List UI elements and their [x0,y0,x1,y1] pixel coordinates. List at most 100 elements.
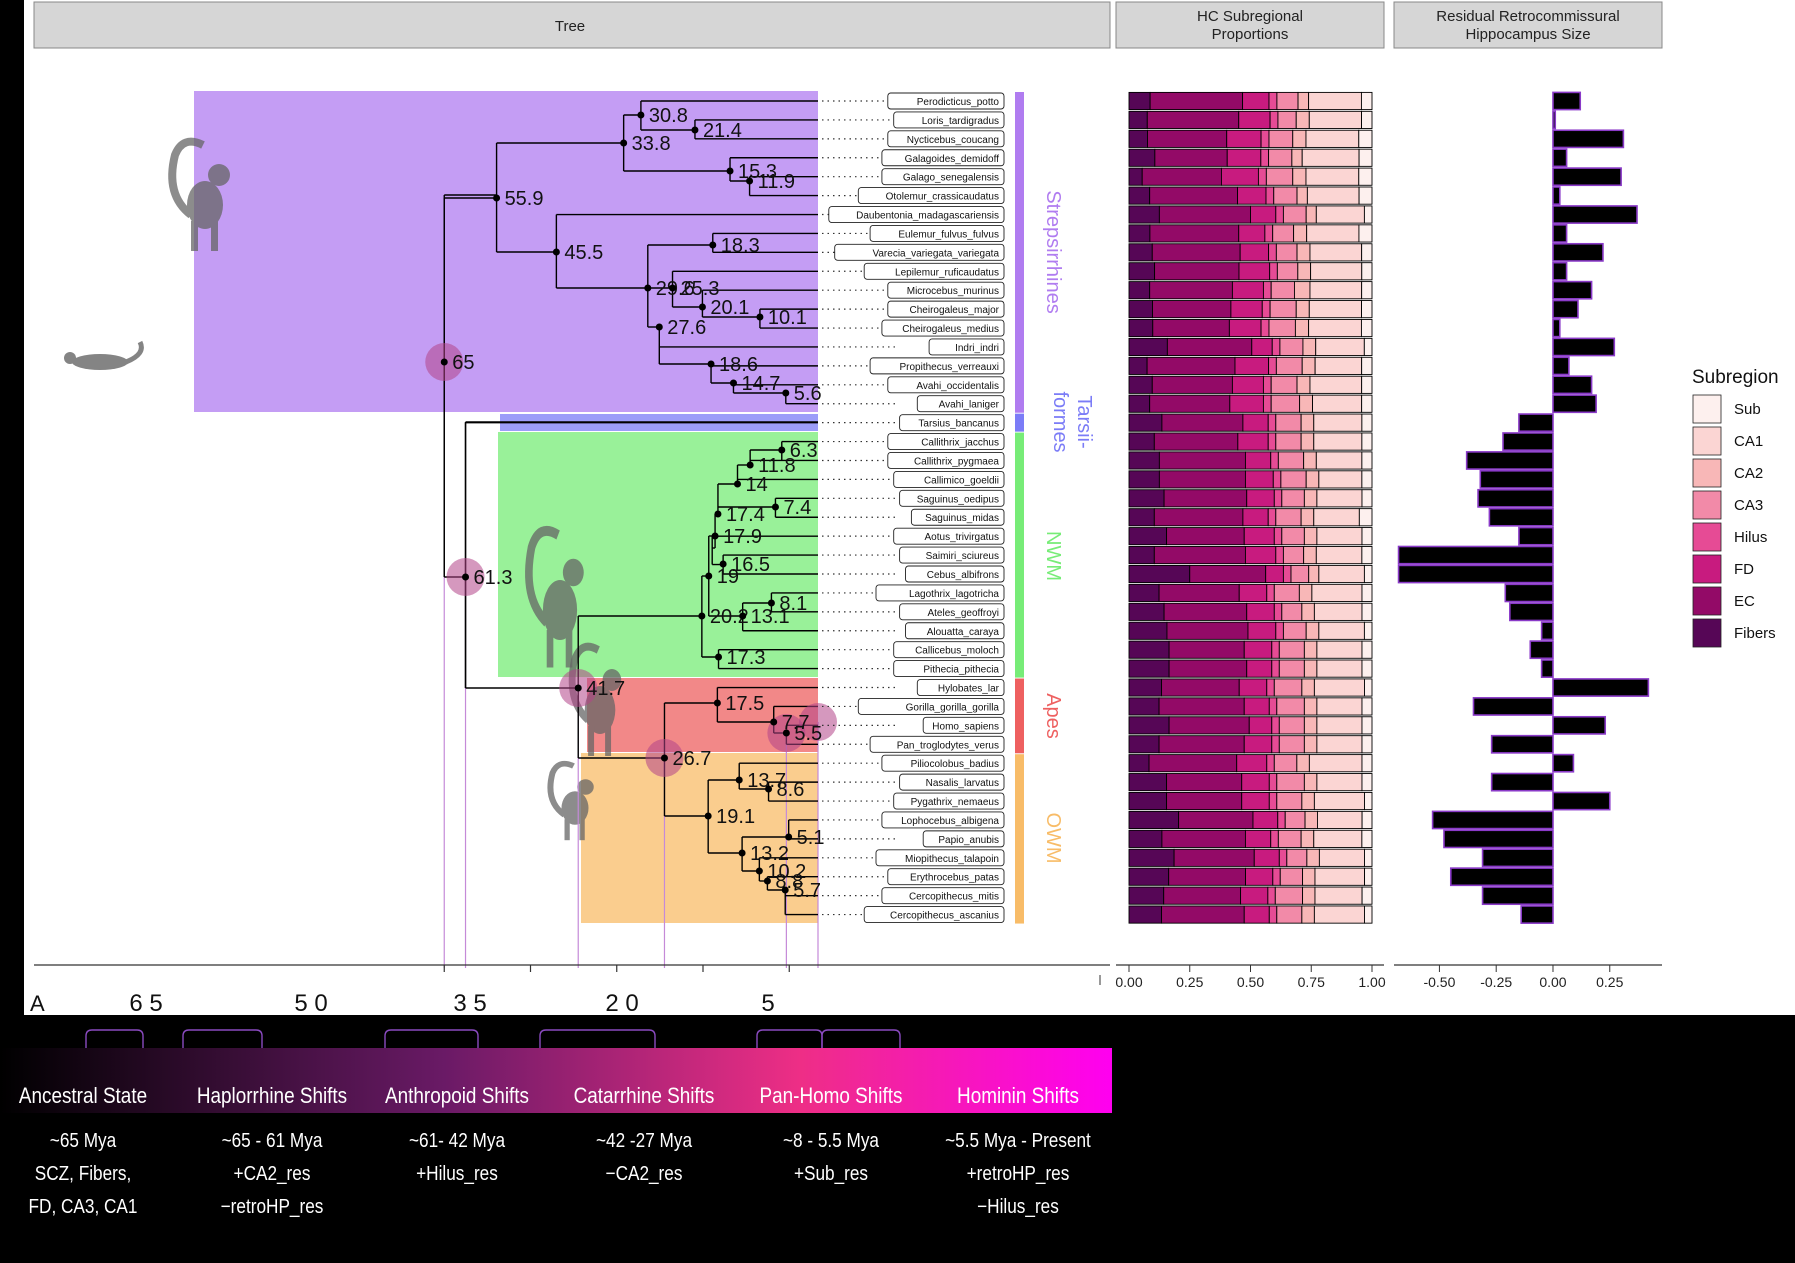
stacked-bar-segment [1128,829,1163,848]
tree-node [756,313,764,321]
stacked-bar-segment [1275,508,1302,527]
tip-label-box [916,395,1005,413]
legend-label: CA2 [1734,465,1763,482]
residual-bar [1552,91,1582,111]
clade-bar [1015,432,1024,678]
tree-node [739,612,747,620]
proportions-x-tick-label: 1.00 [1358,974,1385,990]
stacked-bar-segment [1128,678,1163,697]
stacked-bar-segment [1275,243,1298,262]
stacked-bar-segment [1361,583,1373,602]
stacked-bar-segment [1296,754,1310,773]
stacked-bar-segment [1147,129,1228,148]
stacked-bar-segment [1284,810,1306,830]
silhouette-leg [588,726,595,756]
tip-label-box [881,149,1005,167]
facet-title-residual: Residual Retrocommissural Hippocampus Siz… [1436,8,1619,43]
residual-bar [1552,167,1622,187]
stacked-bar-segment [1361,394,1373,413]
shift-detail: +retroHP_res [967,1162,1070,1186]
stacked-bar-segment [1128,451,1160,470]
facet-title-proportions: HC Subregional Proportions [1197,8,1303,43]
stacked-bar-segment [1273,678,1303,697]
tip-label-box [881,168,1005,186]
stacked-bar-segment [1300,508,1315,527]
stacked-bar-segment [1296,186,1308,205]
stacked-bar-segment [1128,905,1163,924]
stacked-bar-segment [1273,583,1300,602]
shift-detail: +Sub_res [794,1162,868,1186]
stacked-bar-segment [1268,129,1294,148]
stacked-bar-segment [1166,791,1243,811]
stacked-bar-segment [1294,318,1310,338]
stacked-bar-segment [1273,489,1283,508]
stacked-bar-segment [1282,621,1307,640]
stacked-bar-segment [1279,337,1304,357]
silhouette-tail [525,525,560,627]
stacked-bar-segment [1128,205,1160,224]
stacked-bar-segment [1267,413,1277,432]
stacked-bar-segment [1245,867,1274,886]
stacked-bar-segment [1358,186,1373,205]
facet-strip-proportions: HC Subregional Proportions [1115,1,1385,49]
stacked-bar-segment [1315,205,1365,224]
stacked-bar-segment [1158,583,1240,602]
stacked-bar-segment [1281,527,1305,546]
residual-bar [1552,186,1561,206]
stacked-bar-segment [1316,489,1363,508]
silhouette-head [562,558,584,587]
node-age-label: 30.8 [649,105,688,127]
shift-node-circle [799,703,837,741]
primate-silhouette-icon [168,137,230,251]
stacked-bar-segment [1361,829,1373,848]
stacked-bar-segment [1301,148,1360,167]
residual-bar [1490,734,1554,754]
node-age-label: 41.7 [586,678,625,700]
shift-detail: ~5.5 Mya - Present [945,1129,1091,1152]
stacked-bar-segment [1313,432,1363,451]
silhouette-leg [565,630,573,668]
stacked-bar-segment [1128,716,1170,735]
tree-node [734,480,741,488]
shift-title: Catarrhine Shifts [574,1084,715,1109]
silhouette-leg [211,221,218,251]
stacked-bar-segment [1128,564,1191,584]
tip-label: Callicebus_moloch [915,646,999,657]
stacked-bar-segment [1146,110,1240,129]
stacked-bar-segment [1128,413,1163,432]
stacked-bar-segment [1266,678,1275,697]
shift-bracket [821,1029,901,1048]
stacked-bar-segment [1128,886,1165,905]
tip-label: Saguinus_oedipus [917,494,999,505]
legend-title: Subregion [1692,367,1779,388]
tree-node [644,284,652,292]
stacked-bar-segment [1300,432,1315,451]
stacked-bar-segment [1277,110,1297,129]
tip-label-box [869,735,1005,753]
stacked-bar-segment [1278,735,1305,754]
tip-label: Pygathrix_nemaeus [911,797,999,808]
stacked-bar-segment [1269,110,1279,129]
residual-bar [1397,564,1554,584]
clade-label: NWM [1042,531,1064,581]
stacked-bar-segment [1268,905,1278,924]
clade-label: Strepsirrhines [1042,190,1064,313]
stacked-bar-segment [1264,224,1274,243]
stacked-bar-segment [1310,262,1363,281]
stacked-bar-segment [1247,621,1277,640]
tree-node [781,886,789,894]
residual-bar [1488,507,1554,527]
stacked-bar-segment [1271,337,1281,357]
stacked-bar-segment [1278,659,1305,678]
stacked-bar-segment [1128,300,1153,319]
stacked-bar-segment [1226,148,1262,167]
legend-swatch [1692,586,1722,616]
silhouette-tail [547,760,575,818]
tree-node [782,729,790,737]
tip-labels: Perodicticus_potto Loris_tardigradus Nycti… [822,92,1005,924]
silhouette-leg [546,630,554,668]
tip-label-box [834,243,1005,261]
stacked-bar-segment [1361,735,1373,754]
stacked-bar-segment [1163,886,1242,905]
